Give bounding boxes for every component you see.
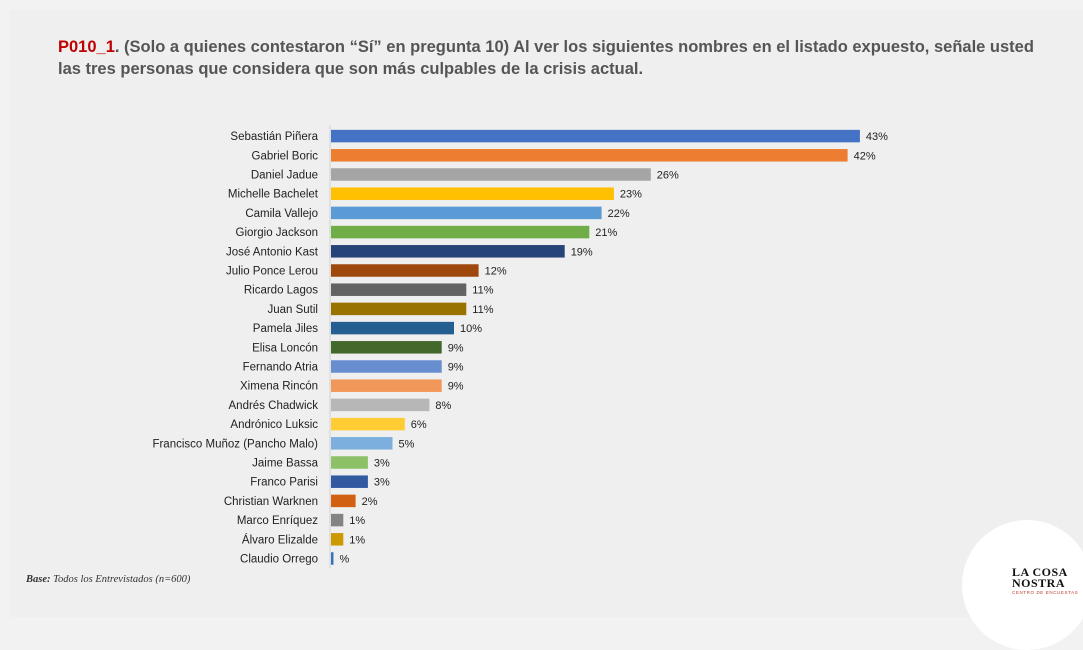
category-label: Francisco Muñoz (Pancho Malo)	[152, 438, 318, 450]
bar	[331, 168, 651, 181]
bar	[331, 437, 393, 450]
category-label: Fernando Atria	[243, 362, 319, 374]
bar	[331, 360, 442, 373]
base-note: Base: Todos los Entrevistados (n=600)	[26, 574, 190, 585]
base-label: Base:	[26, 574, 51, 585]
data-label: 12%	[485, 266, 507, 278]
bar	[331, 341, 442, 354]
bar	[331, 456, 368, 469]
category-label: Giorgio Jackson	[236, 227, 318, 239]
bar	[331, 302, 467, 316]
data-label: 11%	[472, 304, 493, 316]
category-label: Elisa Loncón	[252, 342, 318, 354]
data-label: 9%	[448, 342, 464, 354]
category-label: Andrónico Luksic	[230, 419, 318, 431]
category-label: Andrés Chadwick	[229, 400, 319, 412]
logo-line-1: LA COSA	[1012, 565, 1068, 579]
data-label: 3%	[374, 477, 390, 489]
question-text: . (Solo a quienes contestaron “Sí” en pr…	[58, 38, 1034, 78]
bar	[331, 417, 405, 431]
data-label: 9%	[448, 381, 464, 393]
category-label: José Antonio Kast	[226, 246, 319, 258]
category-label: Christian Warknen	[224, 496, 318, 508]
data-label: 19%	[571, 246, 593, 258]
category-label: Álvaro Elizalde	[242, 533, 318, 546]
bar	[331, 283, 467, 296]
base-text: Todos los Entrevistados (n=600)	[50, 574, 191, 585]
category-label: Ricardo Lagos	[244, 285, 318, 297]
chart-title: P010_1. (Solo a quienes contestaron “Sí”…	[58, 36, 1038, 80]
bar	[331, 264, 479, 277]
bar	[331, 129, 860, 143]
category-label: Michelle Bachelet	[228, 189, 319, 201]
data-label: 22%	[608, 208, 630, 220]
data-label: 3%	[374, 458, 390, 470]
category-label: Juan Sutil	[267, 304, 318, 316]
data-label: 23%	[620, 189, 642, 201]
data-label: %	[339, 554, 349, 566]
category-label: Sebastián Piñera	[230, 131, 318, 143]
bar	[331, 149, 848, 162]
bar	[331, 245, 565, 258]
data-label: 43%	[866, 131, 888, 143]
data-label: 6%	[411, 419, 427, 431]
bar	[331, 379, 442, 392]
bar	[331, 225, 590, 239]
category-label: Marco Enríquez	[237, 515, 318, 527]
bar	[331, 321, 454, 335]
bar	[331, 552, 334, 565]
bar-chart: Sebastián Piñera 43% Gabriel Boric 42% Danie…	[152, 125, 888, 569]
logo-subtitle: CENTRO DE ENCUESTAS	[1012, 590, 1079, 595]
data-label: 10%	[460, 323, 482, 335]
category-label: Gabriel Boric	[252, 150, 319, 162]
data-label: 26%	[657, 170, 679, 182]
data-label: 8%	[435, 400, 451, 412]
question-code: P010_1	[58, 38, 115, 56]
category-label: Daniel Jadue	[251, 170, 318, 182]
data-label: 42%	[854, 150, 876, 162]
bar	[331, 494, 356, 508]
category-label: Pamela Jiles	[253, 323, 318, 335]
category-label: Claudio Orrego	[240, 554, 318, 566]
category-label: Camila Vallejo	[245, 208, 318, 220]
data-label: 2%	[362, 496, 378, 508]
category-label: Jaime Bassa	[252, 458, 318, 470]
slide-background	[10, 10, 1083, 617]
bar	[331, 206, 602, 220]
logo-line-2: NOSTRA	[1012, 576, 1066, 590]
category-label: Ximena Rincón	[240, 381, 318, 393]
data-label: 11%	[472, 285, 493, 297]
category-label: Julio Ponce Lerou	[226, 266, 318, 278]
bar	[331, 475, 368, 488]
bar	[331, 398, 430, 412]
category-label: Franco Parisi	[250, 477, 318, 489]
bar	[331, 187, 614, 200]
data-label: 1%	[349, 534, 365, 546]
bar	[331, 533, 344, 546]
bar	[331, 513, 344, 527]
data-label: 5%	[399, 438, 415, 450]
logo: LA COSA NOSTRA	[1012, 565, 1068, 590]
data-label: 9%	[448, 362, 464, 374]
data-label: 1%	[349, 515, 365, 527]
data-label: 21%	[595, 227, 617, 239]
